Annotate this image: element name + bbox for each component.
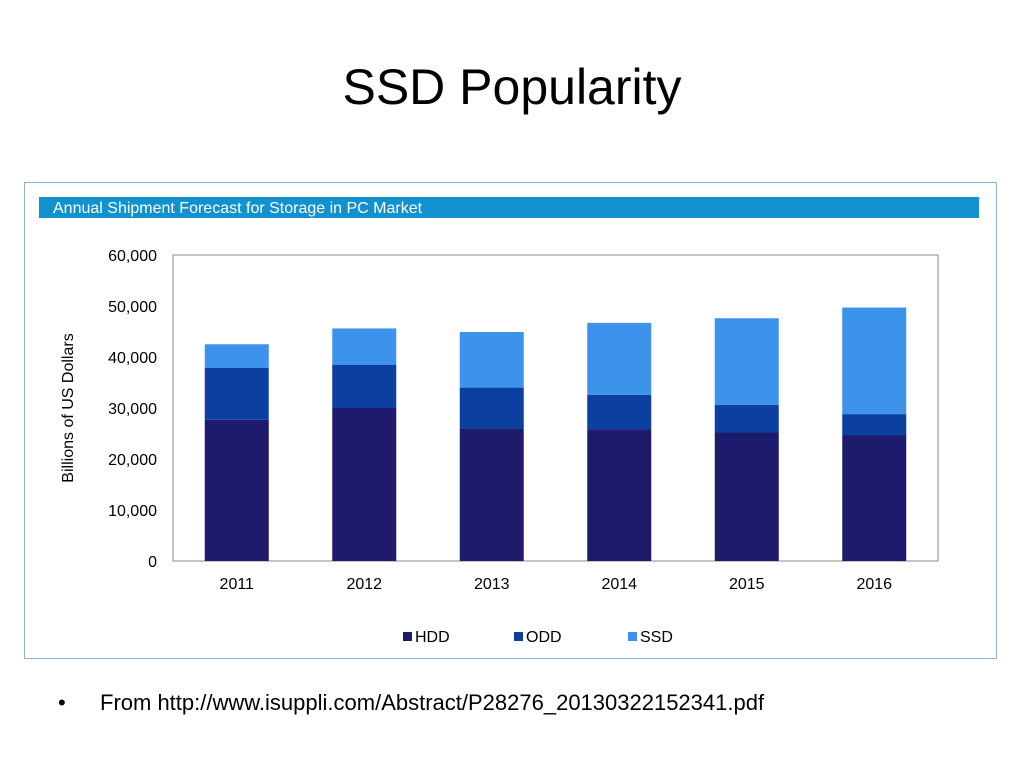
y-tick-label: 30,000 — [108, 401, 157, 418]
stacked-bar-chart: Annual Shipment Forecast for Storage in … — [39, 197, 979, 646]
legend-label-hdd: HDD — [415, 629, 450, 646]
bar-odd-2016 — [842, 414, 907, 436]
bar-ssd-2013 — [459, 332, 524, 388]
chart-frame: Annual Shipment Forecast for Storage in … — [24, 182, 997, 659]
chart-title-bar — [39, 197, 979, 218]
legend-swatch-ssd — [628, 632, 637, 641]
y-axis-label: Billions of US Dollars — [60, 333, 77, 482]
chart-title: Annual Shipment Forecast for Storage in … — [53, 200, 423, 217]
x-tick-label: 2015 — [729, 576, 765, 593]
plot-area — [172, 254, 939, 562]
y-tick-label: 0 — [148, 554, 157, 571]
x-tick-label: 2011 — [220, 576, 255, 593]
bar-odd-2014 — [587, 394, 652, 430]
legend-swatch-hdd — [403, 632, 412, 641]
y-tick-label: 20,000 — [108, 452, 157, 469]
bar-hdd-2011 — [204, 419, 269, 561]
x-tick-label: 2013 — [474, 576, 510, 593]
bar-ssd-2015 — [714, 318, 779, 405]
legend-swatch-odd — [514, 632, 523, 641]
legend-label-ssd: SSD — [640, 629, 673, 646]
y-tick-label: 60,000 — [108, 248, 157, 265]
bar-hdd-2012 — [332, 408, 397, 561]
bar-odd-2015 — [714, 404, 779, 433]
bar-hdd-2015 — [714, 432, 779, 561]
bar-hdd-2016 — [842, 435, 907, 561]
bar-ssd-2014 — [587, 322, 652, 395]
x-tick-label: 2016 — [856, 576, 892, 593]
bar-ssd-2012 — [332, 328, 397, 365]
x-tick-label: 2012 — [346, 576, 382, 593]
y-tick-label: 40,000 — [108, 350, 157, 367]
source-text: From http://www.isuppli.com/Abstract/P28… — [100, 690, 765, 715]
bar-hdd-2014 — [587, 429, 652, 561]
slide-title: SSD Popularity — [342, 59, 682, 115]
x-tick-label: 2014 — [601, 576, 637, 593]
bar-odd-2012 — [332, 364, 397, 408]
bullet-dot: • — [58, 690, 66, 715]
bar-hdd-2013 — [459, 428, 524, 561]
bar-odd-2011 — [204, 367, 269, 420]
bar-ssd-2016 — [842, 307, 907, 415]
y-tick-label: 10,000 — [108, 503, 157, 520]
bar-odd-2013 — [459, 387, 524, 429]
y-tick-label: 50,000 — [108, 299, 157, 316]
bar-ssd-2011 — [204, 344, 269, 368]
legend-label-odd: ODD — [526, 629, 562, 646]
